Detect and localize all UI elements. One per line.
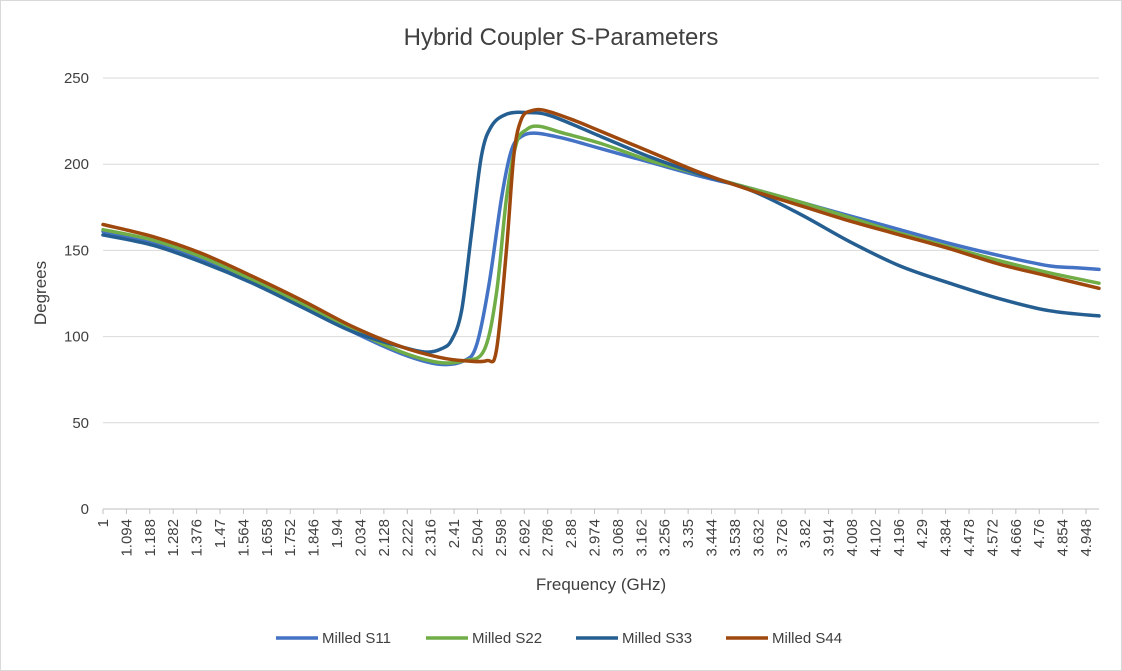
- y-tick-label: 200: [64, 156, 89, 173]
- gridlines: [103, 77, 1099, 510]
- x-tick-label: 3.632: [750, 519, 767, 557]
- x-tick-label: 3.256: [657, 519, 674, 557]
- legend-label: Milled S11: [322, 630, 391, 647]
- x-tick-label: 2.316: [423, 519, 440, 557]
- x-tick-label: 4.76: [1031, 519, 1048, 548]
- x-tick-label: 3.068: [610, 519, 627, 557]
- x-tick-label: 4.008: [844, 519, 861, 557]
- x-tick-label: 3.162: [633, 519, 650, 557]
- x-tick-label: 4.478: [961, 519, 978, 557]
- y-tick-label: 100: [64, 329, 89, 346]
- x-tick-label: 4.948: [1078, 519, 1095, 557]
- x-tick-label: 4.29: [914, 519, 931, 548]
- y-tick-label: 150: [64, 242, 89, 259]
- legend: Milled S11 Milled S22 Milled S33 Milled S44: [276, 630, 842, 647]
- x-tick-label: 2.974: [587, 519, 604, 557]
- x-tick-label: 1.188: [142, 519, 159, 557]
- y-tick-label: 0: [81, 501, 89, 518]
- x-tick-label: 1.846: [306, 519, 323, 557]
- series-line-milled-s22: [101, 124, 1101, 365]
- x-tick-label: 4.384: [938, 519, 955, 557]
- x-tick-label: 4.572: [984, 519, 1001, 557]
- y-axis-title: Degrees: [31, 261, 50, 325]
- x-axis-ticks: 1 1.094 1.188 1.282 1.376 1.47 1.564 1.658 1.752…: [95, 509, 1095, 557]
- legend-label: Milled S22: [472, 630, 542, 647]
- x-tick-label: 2.692: [516, 519, 533, 557]
- x-tick-label: 2.034: [352, 519, 369, 557]
- x-tick-label: 3.35: [680, 519, 697, 548]
- x-tick-label: 1.94: [329, 519, 346, 548]
- x-tick-label: 3.726: [774, 519, 791, 557]
- x-tick-label: 2.128: [376, 519, 393, 557]
- x-tick-label: 2.786: [540, 519, 557, 557]
- x-tick-label: 1.658: [259, 519, 276, 557]
- x-tick-label: 4.102: [867, 519, 884, 557]
- x-tick-label: 1.564: [235, 519, 252, 557]
- x-tick-label: 2.41: [446, 519, 463, 548]
- x-tick-label: 2.88: [563, 519, 580, 548]
- x-tick-label: 3.82: [797, 519, 814, 548]
- x-tick-label: 1.094: [118, 519, 135, 557]
- x-tick-label: 3.914: [821, 519, 838, 557]
- x-tick-label: 3.538: [727, 519, 744, 557]
- x-tick-label: 2.598: [493, 519, 510, 557]
- x-tick-label: 1.376: [189, 519, 206, 557]
- x-tick-label: 4.196: [891, 519, 908, 557]
- y-axis-ticks: 0 50 100 150 200 250: [64, 70, 89, 518]
- x-tick-label: 1.752: [282, 519, 299, 557]
- legend-label: Milled S33: [622, 630, 692, 647]
- x-tick-label: 3.444: [704, 519, 721, 557]
- x-tick-label: 1.47: [212, 519, 229, 548]
- y-tick-label: 50: [72, 415, 89, 432]
- x-tick-label: 2.504: [469, 519, 486, 557]
- series-line-milled-s44: [101, 107, 1101, 364]
- y-tick-label: 250: [64, 70, 89, 87]
- x-tick-label: 2.222: [399, 519, 416, 557]
- legend-label: Milled S44: [772, 630, 842, 647]
- x-tick-label: 4.666: [1008, 519, 1025, 557]
- x-tick-label: 1.282: [165, 519, 182, 557]
- series-lines: [101, 107, 1101, 367]
- chart-title: Hybrid Coupler S-Parameters: [404, 24, 719, 51]
- series-line-milled-s33: [101, 110, 1101, 354]
- x-tick-label: 1: [95, 519, 112, 527]
- x-tick-label: 4.854: [1055, 519, 1072, 557]
- x-axis-title: Frequency (GHz): [536, 575, 666, 594]
